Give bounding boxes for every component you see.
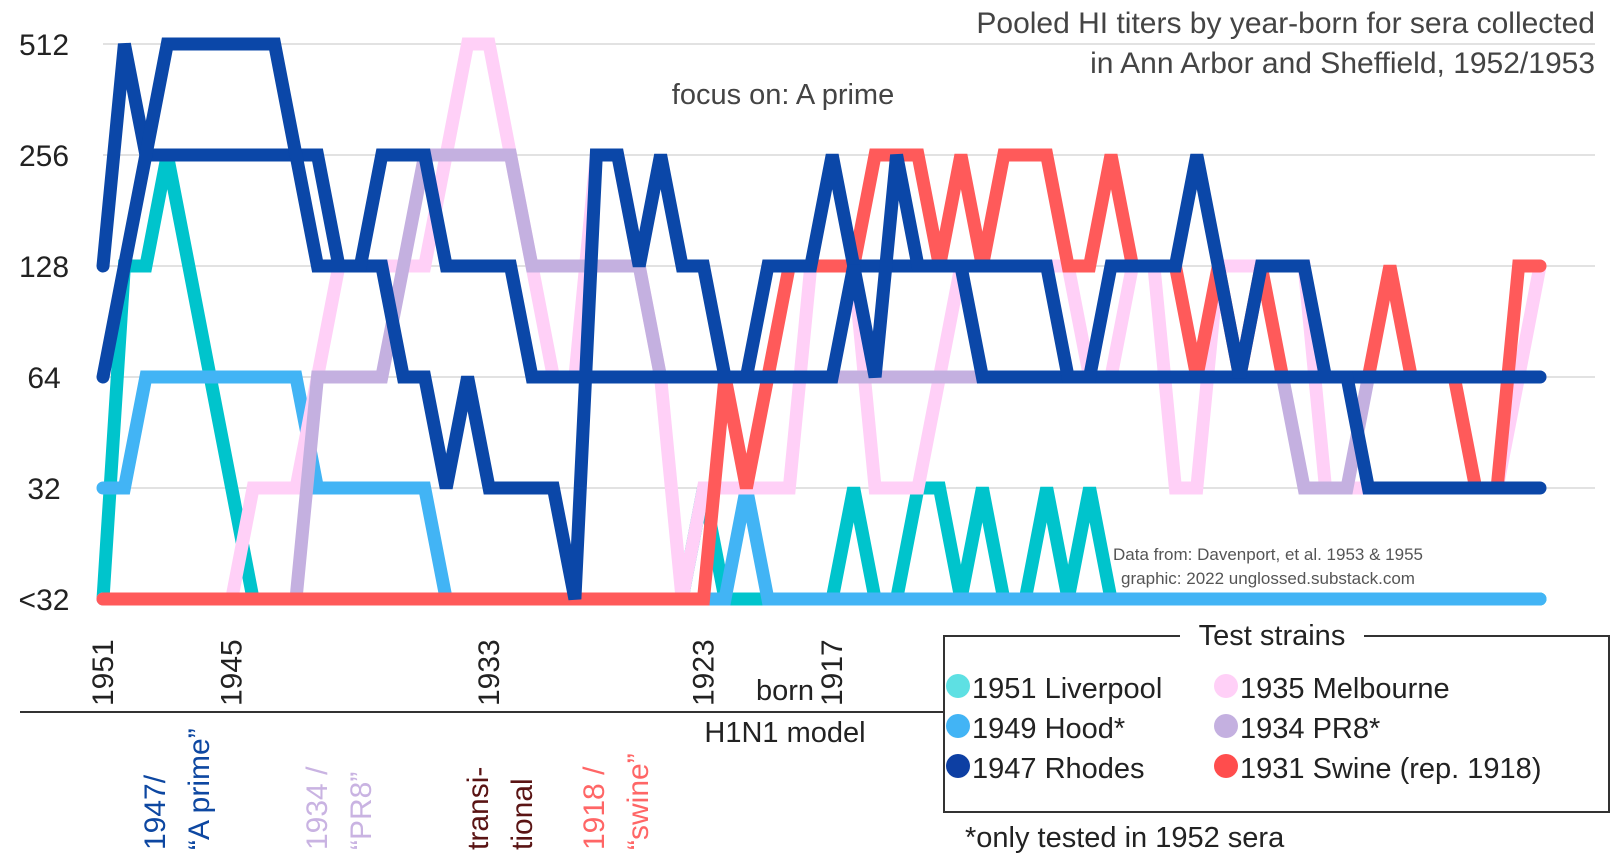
era-label: “A prime”: [183, 728, 216, 850]
legend-swatch: [1214, 674, 1238, 698]
x-tick-label: 1917: [816, 639, 849, 706]
legend-label: 1947 Rhodes: [972, 753, 1145, 785]
legend-swatch: [946, 674, 970, 698]
legend-title: Test strains: [1199, 620, 1346, 652]
series-line: [96, 37, 1547, 495]
x-axis-label-2: H1N1 model: [704, 717, 865, 749]
legend-swatch: [1214, 754, 1238, 778]
x-tick-labels: 1951 1945 1933 1923 1917: [87, 639, 849, 706]
era-label: “swine”: [622, 753, 655, 850]
legend-label: 1931 Swine (rep. 1918): [1240, 753, 1541, 785]
chart-subtitle: focus on: A prime: [672, 79, 894, 111]
y-tick-label: 64: [27, 362, 60, 395]
legend-label: 1951 Liverpool: [972, 673, 1162, 705]
era-label: 1934 /: [301, 766, 334, 850]
y-tick-label: <32: [19, 584, 70, 617]
x-tick-label: 1945: [216, 639, 249, 706]
x-tick-label: 1933: [473, 639, 506, 706]
series-line: [96, 42, 1547, 601]
legend-label: 1935 Melbourne: [1240, 673, 1450, 705]
legend-swatch: [946, 754, 970, 778]
legend-items: 1951 Liverpool 1935 Melbourne 1949 Hood* 19…: [946, 673, 1541, 785]
y-tick-label: 256: [19, 140, 69, 173]
era-label: transi-: [462, 767, 495, 850]
y-tick-label: 32: [27, 473, 60, 506]
era-labels: 1947/ “A prime” 1934 / “PR8” transi-tional 19…: [139, 728, 655, 850]
era-label: “PR8”: [345, 772, 378, 850]
chart-title-line-2: in Ann Arbor and Sheffield, 1952/1953: [1090, 47, 1595, 80]
legend-swatch: [1214, 714, 1238, 738]
era-label: tional: [506, 778, 539, 850]
series-line: [96, 37, 1547, 606]
y-tick-labels: <32 32 64 128 256 512: [19, 29, 70, 617]
legend-label: 1934 PR8*: [1240, 713, 1380, 745]
credit-line-1: Data from: Davenport, et al. 1953 & 1955: [1113, 545, 1423, 564]
legend-label: 1949 Hood*: [972, 713, 1125, 745]
x-tick-label: 1923: [688, 639, 721, 706]
credit-line-2: graphic: 2022 unglossed.substack.com: [1121, 569, 1415, 588]
legend-box: [943, 635, 1610, 813]
legend-title-gap: [1180, 626, 1364, 646]
series-line: [96, 370, 1547, 606]
legend: Test strains 1951 Liverpool 1935 Melbourn…: [943, 620, 1610, 813]
chart-title-line-1: Pooled HI titers by year-born for sera c…: [976, 7, 1595, 40]
series-lines: [96, 37, 1547, 606]
y-tick-label: 128: [19, 251, 69, 284]
era-label: 1947/: [139, 774, 172, 850]
footnote: *only tested in 1952 sera: [965, 822, 1285, 854]
x-tick-label: 1951: [87, 639, 120, 706]
legend-swatch: [946, 714, 970, 738]
y-tick-label: 512: [19, 29, 69, 62]
x-axis-label: born: [756, 675, 814, 707]
era-label: 1918 /: [578, 766, 611, 850]
